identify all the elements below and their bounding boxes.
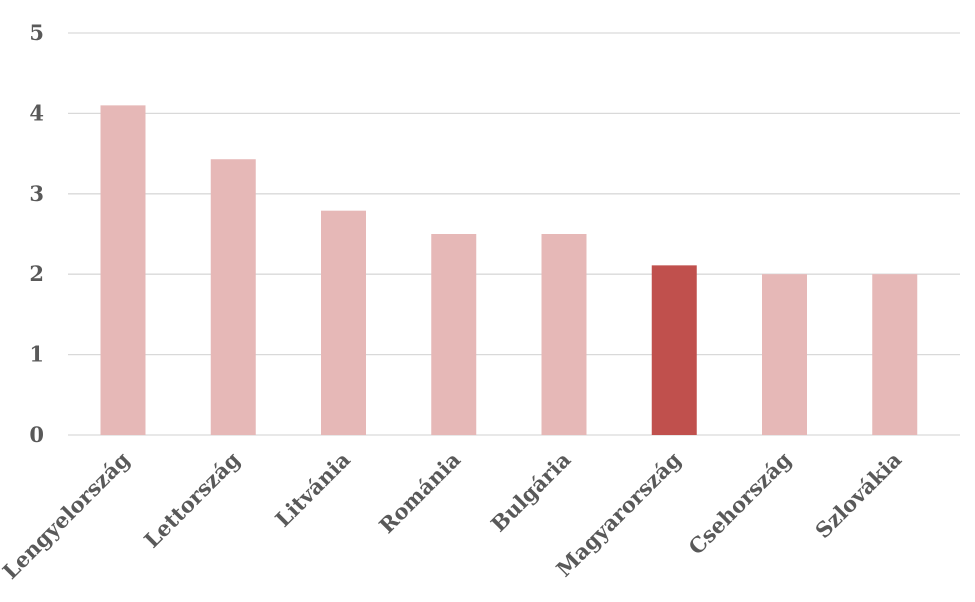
x-category-label: Szlovákia (810, 447, 906, 543)
x-category-label: Bulgária (486, 447, 576, 537)
bars (100, 105, 918, 436)
bar (541, 234, 587, 435)
x-category-label: Litvánia (270, 447, 355, 532)
y-tick-label: 4 (29, 100, 44, 125)
x-category-label: Csehország (683, 447, 796, 560)
x-category-label: Lettország (139, 447, 245, 553)
x-axis-labels: Lengyelország Lettország Litvánia Románia Bu… (0, 447, 907, 584)
bar (100, 105, 146, 436)
bar (431, 234, 477, 435)
x-category-label: Lengyelország (0, 447, 135, 584)
y-tick-label: 1 (29, 342, 44, 367)
y-tick-label: 0 (29, 422, 44, 447)
y-tick-label: 2 (29, 261, 44, 286)
bar-highlight (651, 265, 697, 435)
bar (321, 210, 366, 435)
gridlines (68, 32, 960, 436)
bar (210, 159, 256, 436)
y-tick-label: 5 (29, 20, 44, 45)
bar (762, 274, 807, 435)
y-tick-label: 3 (29, 181, 44, 206)
x-category-label: Románia (374, 447, 466, 539)
bar (872, 274, 918, 435)
y-axis-ticks: 0 1 2 3 4 5 (29, 20, 44, 447)
